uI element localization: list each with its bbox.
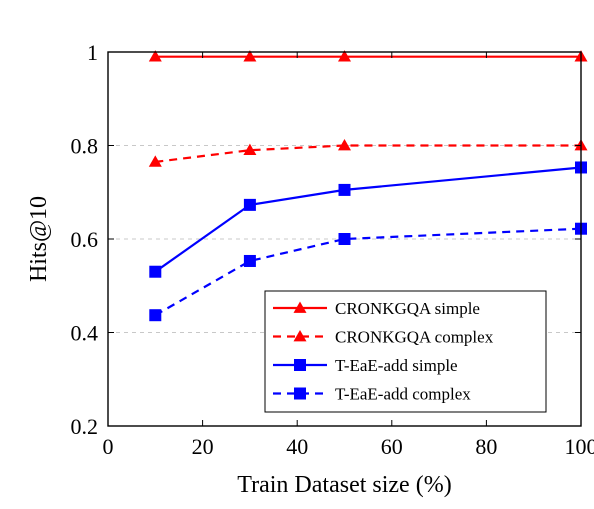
y-tick-label: 0.8 — [71, 134, 99, 159]
x-tick-label: 60 — [381, 434, 403, 459]
x-tick-label: 20 — [192, 434, 214, 459]
legend-label-3: T-EaE-add complex — [335, 385, 471, 404]
series-line-2 — [154, 166, 582, 273]
series-1-point — [148, 155, 162, 167]
y-axis-label: Hits@10 — [26, 196, 52, 282]
series-0-point — [243, 50, 257, 62]
x-tick-label: 80 — [475, 434, 497, 459]
y-tick-label: 0.2 — [71, 414, 99, 439]
legend-marker-1 — [293, 330, 307, 342]
series-3-point — [243, 254, 256, 267]
legend-label-2: T-EaE-add simple — [335, 356, 458, 375]
series-1-point — [243, 143, 257, 156]
y-tick-label: 1 — [87, 40, 98, 65]
series-1-point — [338, 139, 351, 151]
series-2-point — [243, 198, 256, 211]
series-3-point — [338, 233, 351, 245]
series-0-point — [338, 50, 351, 62]
series-2-point — [149, 265, 162, 278]
legend-marker-2 — [294, 359, 306, 371]
x-tick-label: 40 — [286, 434, 308, 459]
series-2-point — [338, 183, 351, 196]
series-0-point — [148, 50, 162, 62]
y-tick-label: 0.4 — [71, 321, 99, 346]
legend-label-0: CRONKGQA simple — [335, 299, 480, 318]
series-3-point — [149, 309, 162, 322]
legend-box — [264, 290, 547, 413]
x-tick-label: 100 — [565, 434, 594, 459]
series-line-3 — [154, 227, 582, 317]
legend-marker-3 — [294, 387, 306, 400]
x-tick-label: 0 — [103, 434, 114, 459]
legend-label-1: CRONKGQA complex — [335, 328, 494, 347]
series-line-1 — [155, 144, 581, 163]
legend-marker-0 — [293, 301, 307, 313]
y-tick-label: 0.6 — [71, 227, 99, 252]
x-axis-label: Train Dataset size (%) — [237, 472, 451, 498]
